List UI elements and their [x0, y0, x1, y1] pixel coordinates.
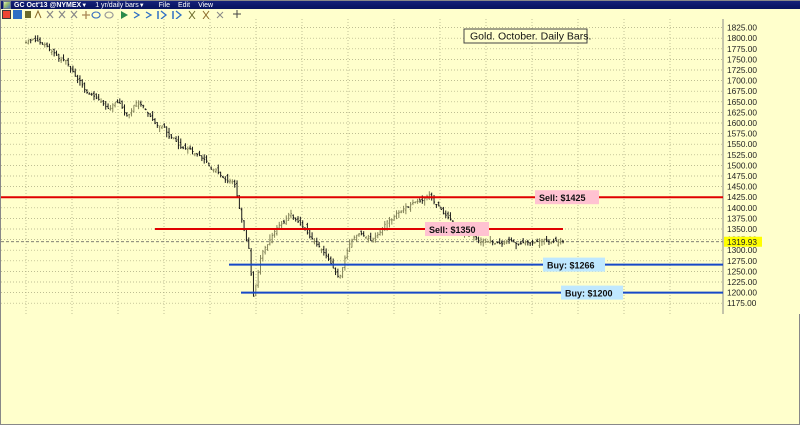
svg-text:1825.00: 1825.00	[727, 23, 757, 33]
svg-text:1675.00: 1675.00	[727, 86, 757, 96]
svg-text:1575.00: 1575.00	[727, 129, 757, 139]
svg-text:1525.00: 1525.00	[727, 150, 757, 160]
svg-text:1450.00: 1450.00	[727, 182, 757, 192]
svg-text:1275.00: 1275.00	[727, 256, 757, 266]
svg-text:1175.00: 1175.00	[727, 298, 757, 308]
svg-text:Sell: $1425: Sell: $1425	[539, 193, 586, 203]
svg-text:1750.00: 1750.00	[727, 54, 757, 64]
svg-text:1375.00: 1375.00	[727, 213, 757, 223]
svg-text:1500.00: 1500.00	[727, 160, 757, 170]
svg-text:Gold. October. Daily Bars.: Gold. October. Daily Bars.	[470, 31, 591, 43]
svg-text:1775.00: 1775.00	[727, 44, 757, 54]
svg-text:1350.00: 1350.00	[727, 224, 757, 234]
svg-text:1550.00: 1550.00	[727, 139, 757, 149]
svg-text:1250.00: 1250.00	[727, 266, 757, 276]
svg-text:Sell: $1350: Sell: $1350	[429, 225, 476, 235]
svg-text:1600.00: 1600.00	[727, 118, 757, 128]
svg-text:1800.00: 1800.00	[727, 33, 757, 43]
svg-text:Buy: $1266: Buy: $1266	[547, 261, 595, 271]
svg-text:1425.00: 1425.00	[727, 192, 757, 202]
svg-text:1475.00: 1475.00	[727, 171, 757, 181]
svg-text:Buy: $1200: Buy: $1200	[565, 289, 613, 299]
svg-text:1319.93: 1319.93	[727, 237, 757, 247]
svg-text:1200.00: 1200.00	[727, 288, 757, 298]
svg-text:1225.00: 1225.00	[727, 277, 757, 287]
svg-text:1625.00: 1625.00	[727, 107, 757, 117]
svg-text:1400.00: 1400.00	[727, 203, 757, 213]
svg-text:1725.00: 1725.00	[727, 65, 757, 75]
svg-text:1650.00: 1650.00	[727, 97, 757, 107]
svg-text:1700.00: 1700.00	[727, 76, 757, 86]
